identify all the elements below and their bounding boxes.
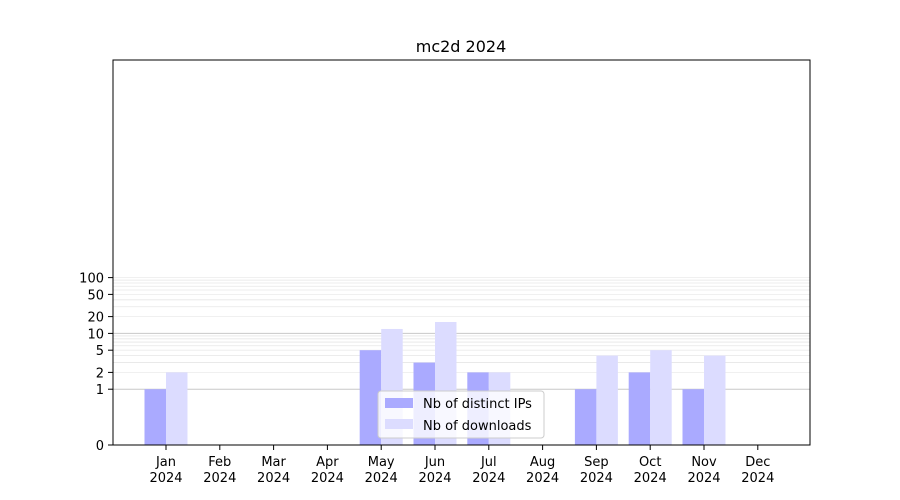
x-tick-label: Mar 2024: [257, 455, 290, 486]
legend-swatch-distinct-ips: [385, 398, 413, 408]
y-tick-label: 50: [87, 288, 104, 303]
y-tick-label: 1: [96, 383, 104, 398]
grid-lines: [113, 277, 810, 446]
y-tick-label: 20: [87, 311, 104, 326]
x-tick-label: May 2024: [365, 455, 398, 486]
chart-title: mc2d 2024: [416, 37, 507, 56]
x-tick-label: Sep 2024: [580, 455, 613, 486]
legend-label-downloads: Nb of downloads: [423, 419, 532, 434]
x-tick-label: Jul 2024: [472, 455, 505, 486]
y-tick-label: 2: [96, 366, 104, 381]
bar-downloads-sep: [596, 355, 618, 445]
x-axis: Jan 2024 Feb 2024 Mar 2024 Apr 2024 May 2024 Jun 20…: [149, 445, 774, 486]
x-tick-label: Oct 2024: [634, 455, 667, 486]
bar-distinct-ips-oct: [628, 372, 651, 445]
bar-downloads-jan: [166, 372, 188, 445]
legend-frame: [377, 390, 545, 439]
x-tick-label: Jun 2024: [418, 455, 451, 486]
legend-swatch-downloads: [385, 419, 413, 429]
x-tick-label: Nov 2024: [687, 455, 720, 486]
x-tick-label: Feb 2024: [203, 455, 236, 486]
bar-downloads-oct: [650, 350, 672, 445]
bar-distinct-ips-nov: [682, 389, 704, 445]
legend: Nb of distinct IPs Nb of downloads: [377, 390, 545, 439]
x-tick-label: Apr 2024: [311, 455, 344, 486]
legend-label-distinct-ips: Nb of distinct IPs: [423, 397, 532, 412]
x-tick-label: Aug 2024: [526, 455, 559, 486]
bars-group: [144, 322, 726, 445]
y-tick-label: 100: [79, 272, 104, 287]
y-tick-label: 5: [96, 344, 104, 359]
y-tick-label: 10: [87, 327, 104, 342]
bar-distinct-ips-sep: [574, 389, 597, 445]
plot-frame: [112, 59, 811, 446]
bar-downloads-nov: [704, 355, 726, 445]
x-tick-label: Jan 2024: [149, 455, 182, 486]
x-tick-label: Dec 2024: [741, 455, 774, 486]
bar-distinct-ips-may: [359, 350, 382, 445]
bar-distinct-ips-jan: [144, 389, 166, 445]
y-tick-label: 0: [96, 439, 104, 454]
